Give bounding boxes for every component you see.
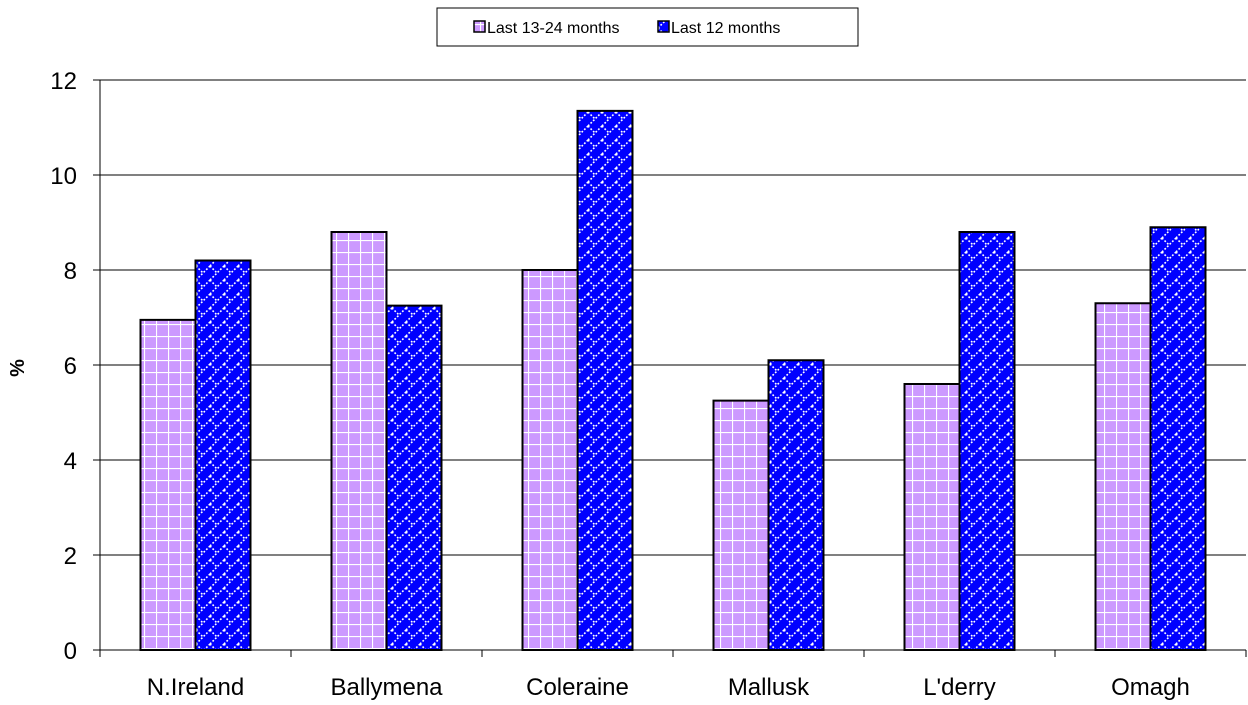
x-tick-label: L'derry — [923, 674, 996, 701]
plot-area: 0 2 4 6 8 10 12 N.Ireland Ballymena Coleraine Mal… — [50, 68, 1247, 701]
legend-box — [436, 7, 859, 47]
bar-last-13-24-months — [521, 269, 579, 651]
axes — [93, 79, 1247, 657]
bar-last-12-months — [576, 109, 634, 651]
legend-label: Last 12 months — [671, 20, 780, 37]
y-tick-label: 6 — [64, 353, 77, 380]
bar-last-13-24-months — [330, 231, 388, 651]
bars — [139, 109, 1207, 651]
y-tick-labels: 0 2 4 6 8 10 12 — [50, 68, 77, 665]
bar-last-12-months — [958, 231, 1016, 651]
legend-label: Last 13-24 months — [487, 20, 620, 37]
bar-last-12-months — [767, 359, 825, 651]
legend: Last 13-24 months Last 12 months — [436, 7, 859, 47]
y-tick-label: 2 — [64, 543, 77, 570]
legend-swatch — [657, 20, 670, 33]
y-tick-label: 12 — [50, 68, 77, 95]
bar-last-13-24-months — [139, 318, 197, 651]
gridlines — [100, 79, 1246, 556]
y-tick-label: 10 — [50, 163, 77, 190]
x-tick-label: N.Ireland — [147, 674, 244, 701]
x-tick-label: Mallusk — [728, 674, 810, 701]
bar-last-12-months — [385, 304, 443, 651]
bar-last-12-months — [1149, 226, 1207, 651]
bar-last-12-months — [194, 259, 252, 651]
y-tick-label: 0 — [64, 638, 77, 665]
y-tick-label: 4 — [64, 448, 77, 475]
y-axis-title: % — [7, 359, 29, 377]
x-tick-labels: N.Ireland Ballymena Coleraine Mallusk L'derr… — [147, 674, 1190, 701]
bar-last-13-24-months — [903, 383, 961, 651]
x-tick-label: Omagh — [1111, 674, 1190, 701]
bar-last-13-24-months — [712, 399, 770, 651]
bar-last-13-24-months — [1094, 302, 1152, 651]
x-tick-label: Ballymena — [330, 674, 443, 701]
legend-swatch — [473, 20, 486, 33]
y-tick-label: 8 — [64, 258, 77, 285]
x-tick-label: Coleraine — [526, 674, 629, 701]
